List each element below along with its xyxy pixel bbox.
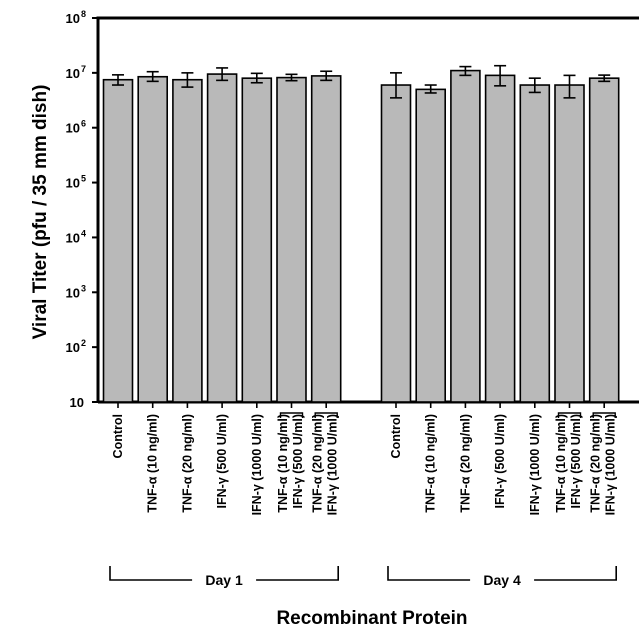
bar — [484, 74, 516, 403]
y-tick-exponent: 5 — [81, 174, 86, 184]
x-category-label: TNF-α (10 ng/ml) — [146, 414, 160, 513]
group-bracket-right — [534, 566, 617, 581]
y-tick-exponent: 6 — [81, 119, 86, 129]
bar — [276, 76, 307, 403]
y-tick-label: 10 — [66, 285, 80, 300]
combo-label-bracket — [592, 412, 616, 418]
x-category-label: TNF-α (20 ng/ml) — [311, 414, 325, 513]
x-category-label: TNF-α (10 ng/ml) — [276, 414, 290, 513]
y-tick-exponent: 4 — [81, 228, 86, 238]
combo-label-bracket — [557, 412, 582, 418]
y-tick-label: 10 — [66, 230, 80, 245]
bar — [519, 84, 551, 403]
group-bracket-right — [256, 566, 339, 581]
x-category-label: TNF-α (20 ng/ml) — [589, 414, 603, 513]
x-axis-title: Recombinant Protein — [276, 608, 467, 629]
combo-label-bracket — [314, 412, 338, 418]
y-tick-label: 10 — [66, 176, 80, 191]
x-category-label: IFN-γ (1000 U/ml) — [604, 414, 618, 515]
x-category-label: TNF-α (20 ng/ml) — [180, 414, 194, 513]
x-category-label: Control — [111, 414, 125, 458]
x-category-label: IFN-γ (1000 U/ml) — [326, 414, 340, 515]
group-label: Day 4 — [483, 572, 521, 588]
x-category-label: IFN-γ (500 U/ml) — [493, 414, 507, 508]
x-category-label: IFN-γ (500 U/ml) — [291, 414, 305, 508]
bars-layer — [102, 64, 620, 403]
bar — [172, 78, 203, 403]
bar — [554, 84, 585, 403]
y-tick-label: 10 — [66, 121, 80, 136]
x-axis-labels: Control TNF-α (10 ng/ml) TNF-α (20 ng/ml) I… — [111, 402, 618, 515]
x-category-label: TNF-α (20 ng/ml) — [458, 414, 472, 513]
bar — [588, 77, 620, 403]
bar — [206, 73, 238, 403]
x-category-label: IFN-γ (1000 U/ml) — [250, 414, 264, 515]
y-tick-exponent: 3 — [81, 283, 86, 293]
bar — [137, 75, 168, 403]
y-tick-label: 10 — [70, 395, 84, 410]
x-category-label: IFN-γ (500 U/ml) — [215, 414, 229, 508]
y-tick-label: 10 — [66, 340, 80, 355]
group-bracket-left — [109, 566, 193, 581]
x-category-label: IFN-γ (1000 U/ml) — [528, 414, 542, 515]
y-tick-label: 10 — [66, 66, 80, 81]
x-category-label: IFN-γ (500 U/ml) — [569, 414, 583, 508]
group-label: Day 1 — [205, 572, 243, 588]
x-category-label: Control — [389, 414, 403, 458]
x-category-label: TNF-α (10 ng/ml) — [424, 414, 438, 513]
group-brackets: Day 1 Day 4 — [109, 566, 617, 588]
y-tick-exponent: 7 — [81, 64, 86, 74]
bar — [380, 84, 412, 403]
y-tick-exponent: 8 — [81, 9, 86, 19]
bar — [310, 75, 342, 403]
bar — [102, 78, 134, 403]
bar — [241, 77, 273, 403]
bar — [450, 69, 481, 403]
y-tick-exponent: 2 — [81, 338, 86, 348]
y-tick-label: 10 — [66, 11, 80, 26]
x-category-label: TNF-α (10 ng/ml) — [554, 414, 568, 513]
combo-label-bracket — [279, 412, 304, 418]
group-bracket-left — [387, 566, 471, 581]
bar — [415, 88, 447, 403]
y-axis-title: Viral Titer (pfu / 35 mm dish) — [30, 85, 51, 340]
